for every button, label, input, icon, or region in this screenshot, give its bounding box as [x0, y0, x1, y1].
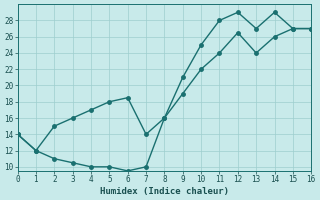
X-axis label: Humidex (Indice chaleur): Humidex (Indice chaleur)	[100, 187, 229, 196]
